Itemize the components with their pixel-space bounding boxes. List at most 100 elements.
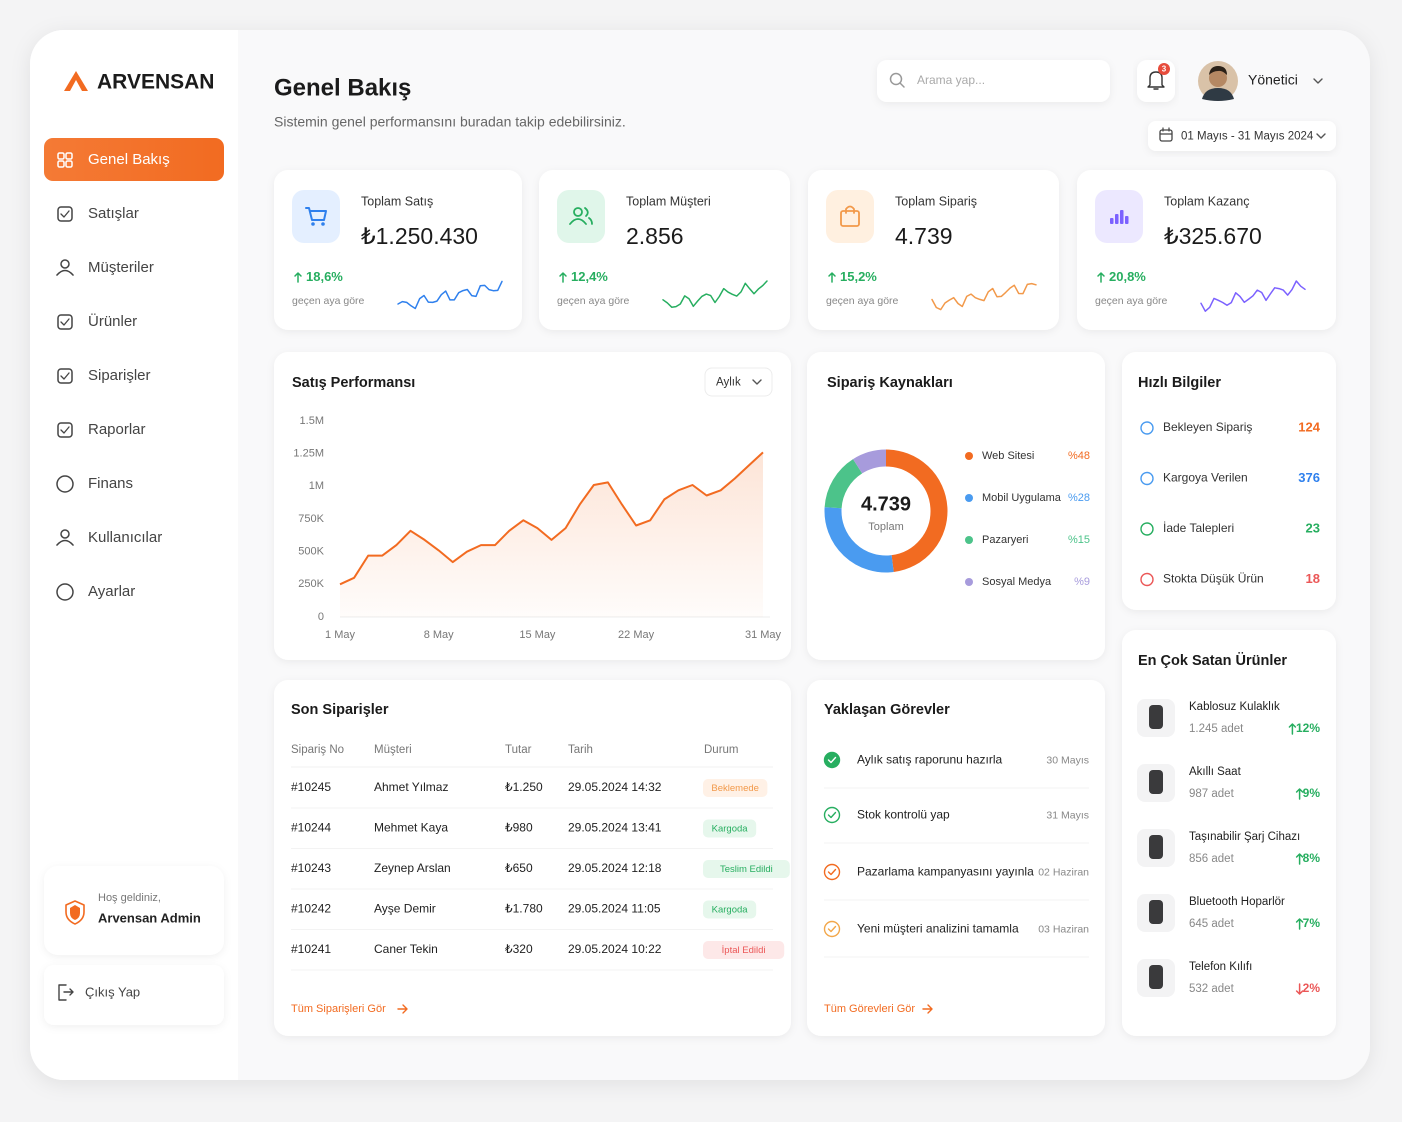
- chevron: [1316, 133, 1326, 139]
- table-cell: 29.05.2024 13:41: [568, 821, 662, 835]
- table-cell: #10242: [291, 902, 331, 916]
- menu-item[interactable]: Müşteriler: [88, 259, 154, 276]
- table-cell: ₺1.250: [505, 780, 543, 794]
- legend-label: Sosyal Medya: [982, 576, 1052, 588]
- menu-icon: [60, 372, 70, 380]
- table-cell: Ayşe Demir: [374, 902, 436, 916]
- task-status: [823, 806, 841, 824]
- y-tick-label: 250K: [298, 578, 324, 590]
- menu-item[interactable]: Raporlar: [88, 421, 146, 438]
- top-products-card: [1122, 630, 1336, 1036]
- task-status: [823, 863, 841, 881]
- menu-item[interactable]: Siparişler: [88, 367, 151, 384]
- menu-icon: [57, 160, 65, 168]
- menu-item[interactable]: Kullanıcılar: [88, 529, 162, 546]
- y-tick-label: 500K: [298, 546, 324, 558]
- menu-icon: [60, 210, 70, 218]
- info-icon: [1140, 572, 1154, 587]
- task-check: [827, 868, 837, 876]
- legend-dot: [965, 578, 973, 586]
- task-date: 30 Mayıs: [1046, 754, 1089, 766]
- donut-segment: [853, 449, 887, 474]
- table-cell: 29.05.2024 11:05: [568, 902, 661, 916]
- notification-badge: [1158, 63, 1170, 75]
- menu-item[interactable]: Ürünler: [88, 312, 137, 330]
- table-cell: #10245: [291, 780, 331, 794]
- x-tick-label: 8 May: [424, 629, 454, 641]
- period-label[interactable]: Aylık: [716, 377, 741, 389]
- orders-card: [274, 680, 791, 1036]
- menu-icon: [57, 206, 73, 222]
- kpi-icon: [1120, 210, 1124, 224]
- product-shape: [1149, 835, 1163, 859]
- kpi-icon: [305, 207, 327, 221]
- trend-arrow: [559, 272, 567, 283]
- menu-item[interactable]: Satışlar: [88, 205, 139, 222]
- kpi-icon: [1125, 216, 1129, 224]
- order-sources-card: [807, 352, 1105, 660]
- product-name: Akıllı Saat: [1189, 766, 1242, 778]
- kpi-icon: [1115, 214, 1119, 224]
- product-quantity: 532 adet: [1189, 983, 1235, 995]
- task-status: [823, 751, 841, 769]
- date-picker[interactable]: [1148, 121, 1336, 151]
- kpi-icon-bg: [826, 190, 874, 243]
- kpi-value: 2.856: [626, 223, 684, 249]
- table-cell: Caner Tekin: [374, 942, 438, 956]
- menu-icon: [57, 422, 73, 438]
- legend-value: %48: [1068, 450, 1090, 462]
- avatar-face: [1209, 69, 1227, 87]
- legend-dot: [965, 494, 973, 502]
- menu-item[interactable]: Ayarlar: [88, 583, 135, 600]
- menu-icon: [56, 269, 74, 276]
- menu-icon: [65, 160, 73, 168]
- info-icon: [1140, 522, 1154, 536]
- date-range: 01 Mayıs - 31 Mayıs 2024: [1181, 131, 1314, 143]
- menu-icon: [57, 152, 65, 160]
- table-cell: ₺320: [505, 942, 533, 956]
- kpi-change: 12,4%: [571, 269, 608, 284]
- status-badge: [703, 941, 785, 959]
- column-header: Sipariş No: [291, 744, 344, 756]
- search-box[interactable]: [877, 60, 1110, 102]
- info-value: 18: [1306, 571, 1320, 586]
- status-label: Kargoda: [712, 824, 749, 835]
- product-change: 8%: [1303, 851, 1321, 865]
- kpi-value: ₺1.250.430: [361, 223, 478, 249]
- notification-count: 3: [1162, 65, 1167, 74]
- line-area: [340, 452, 763, 617]
- view-all-link[interactable]: Tüm Siparişleri Gör: [291, 1003, 386, 1015]
- kpi-label: Toplam Müşteri: [626, 194, 711, 208]
- status-badge: [703, 779, 768, 797]
- trend-arrow: [1295, 853, 1304, 865]
- trend-arrow: [1295, 918, 1304, 930]
- menu-active[interactable]: [44, 138, 224, 181]
- kpi-icon: [1110, 218, 1114, 224]
- kpi-icon: [573, 207, 583, 217]
- welcome-card: [44, 866, 224, 955]
- info-value: 23: [1306, 520, 1320, 535]
- legend-value: %15: [1068, 534, 1090, 546]
- menu-icon: [60, 529, 70, 539]
- kpi-icon: [845, 205, 855, 214]
- menu-item[interactable]: Genel Bakış: [88, 151, 170, 168]
- page-title: Genel Bakış: [274, 74, 411, 101]
- product-quantity: 856 adet: [1189, 853, 1235, 865]
- period-dropdown[interactable]: [704, 367, 773, 397]
- label[interactable]: Çıkış Yap: [85, 984, 140, 999]
- x-tick-label: 1 May: [325, 629, 355, 641]
- user-name[interactable]: Yönetici: [1248, 72, 1298, 88]
- status-label: İptal Edildi: [722, 945, 766, 956]
- product-change: 12%: [1296, 721, 1320, 735]
- menu-icon: [56, 475, 74, 493]
- y-tick-label: 750K: [298, 513, 324, 525]
- menu-item[interactable]: Finans: [88, 475, 133, 492]
- table-cell: 29.05.2024 14:32: [568, 780, 662, 794]
- view-all-link[interactable]: Tüm Görevleri Gör: [824, 1003, 915, 1015]
- card-title: Yaklaşan Görevler: [824, 702, 950, 718]
- y-tick-label: 1M: [309, 480, 324, 492]
- sparkline: [931, 282, 1037, 311]
- column-header: Müşteri: [374, 744, 412, 756]
- column-header: Tarih: [568, 744, 593, 756]
- task-text: Pazarlama kampanyasını yayınla: [857, 865, 1034, 879]
